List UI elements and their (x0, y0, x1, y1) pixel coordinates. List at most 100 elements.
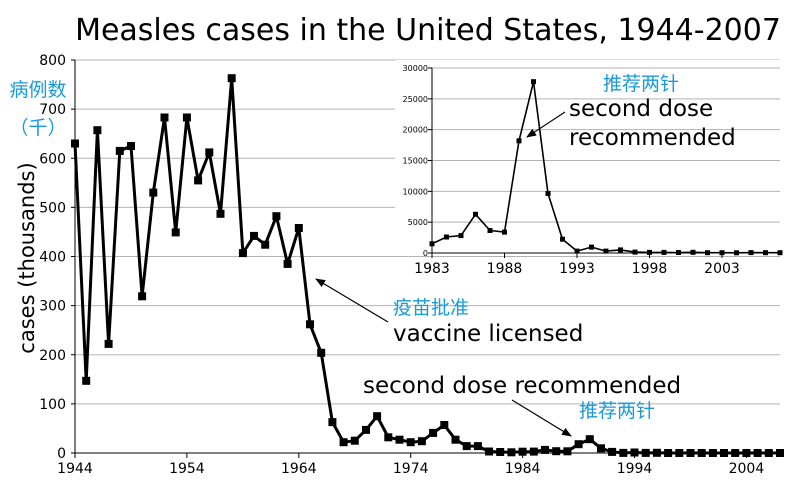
main-y-tick-label: 600 (39, 151, 66, 167)
inset-data-point (545, 191, 551, 196)
inset-x-tick-labels: 1983 1988 1993 1998 2003 (414, 261, 740, 277)
inset-y-tick-label: 10000 (403, 187, 428, 196)
inset-x-tick-label: 1988 (487, 261, 523, 277)
main-data-point (306, 320, 314, 329)
inset-annotation-cn: 推荐两针 (603, 73, 679, 95)
inset-annotation-line1: second dose (569, 96, 713, 122)
main-data-point (149, 188, 158, 197)
inset-data-point (690, 249, 696, 255)
main-data-point (496, 448, 505, 456)
inset-data-point (531, 79, 536, 85)
main-data-point (194, 176, 203, 185)
main-y-tick-label: 100 (39, 397, 66, 413)
second-dose-annotation: second dose recommended (363, 373, 681, 399)
main-data-point (205, 148, 214, 157)
main-data-point (406, 438, 415, 447)
inset-data-point (777, 250, 783, 256)
main-data-point (272, 212, 281, 221)
main-data-point (742, 449, 751, 457)
inset-y-tick-label: 25000 (403, 95, 428, 104)
main-data-point (507, 448, 516, 457)
inset-data-point (502, 229, 507, 235)
main-y-tick-label: 700 (39, 102, 66, 118)
main-data-point (384, 433, 393, 442)
inset-data-point (705, 250, 710, 256)
main-x-tick-label: 2004 (729, 461, 765, 477)
main-x-tick-label: 1944 (57, 461, 93, 477)
main-data-point (529, 447, 538, 456)
main-data-point (451, 435, 460, 444)
y-axis-unit-cn: （千） (9, 117, 66, 139)
inset-x-tick-label: 1983 (414, 261, 450, 277)
main-y-tick-labels: 0 100 200 300 400 500 600 700 800 (39, 53, 66, 462)
main-data-point (294, 224, 303, 232)
main-data-point (373, 412, 382, 421)
main-data-point (182, 113, 191, 122)
main-data-point (440, 421, 449, 429)
inset-data-point (444, 234, 449, 240)
main-data-point (227, 74, 236, 83)
main-data-point (362, 425, 370, 434)
main-x-tick-label: 1964 (281, 461, 317, 477)
main-y-tick-label: 300 (39, 299, 66, 315)
inset-data-point (618, 247, 623, 253)
main-data-point (574, 440, 583, 449)
inset-data-point (734, 250, 739, 256)
main-data-point (328, 418, 337, 427)
main-data-point (552, 447, 561, 456)
inset-y-tick-label: 30000 (403, 64, 428, 73)
main-data-point (563, 447, 572, 456)
main-data-point (619, 448, 628, 457)
inset-y-tick-labels: 0 5000 10000 15000 20000 25000 30000 (403, 64, 428, 258)
inset-annotation-line2: recommended (569, 125, 736, 151)
main-x-tick-label: 1994 (617, 461, 653, 477)
main-data-point (171, 228, 180, 237)
main-data-point (518, 447, 527, 456)
main-data-point (127, 142, 135, 150)
main-data-point (317, 348, 326, 357)
main-data-point (462, 442, 471, 451)
inset-y-tick-label: 20000 (403, 126, 428, 135)
main-data-point (541, 445, 549, 454)
second-dose-arrow (511, 399, 572, 437)
main-data-point (686, 449, 695, 457)
inset-series (429, 79, 783, 256)
inset-data-point (589, 244, 594, 250)
main-data-point (71, 139, 79, 148)
inset-x-tick-label: 2003 (704, 261, 740, 277)
main-data-point (115, 146, 124, 155)
main-data-point (720, 449, 728, 457)
main-data-point (764, 449, 773, 457)
main-data-point (585, 435, 594, 444)
inset-data-point (763, 250, 768, 256)
main-series (71, 74, 784, 457)
main-data-point (93, 126, 102, 135)
inset-data-point (429, 241, 435, 247)
inset-data-point (487, 228, 493, 233)
main-data-point (238, 249, 247, 258)
second-dose-annotation-cn: 推荐两针 (579, 400, 655, 422)
vaccine-arrow (315, 278, 389, 323)
y-axis-label: cases (thousands) (15, 162, 39, 353)
main-data-point (641, 448, 650, 457)
main-data-point (675, 449, 684, 457)
main-data-point (138, 292, 147, 301)
main-data-point (250, 231, 258, 240)
inset-arrow (526, 111, 566, 138)
main-data-point (597, 444, 605, 453)
main-data-point (652, 448, 661, 457)
main-data-point (473, 442, 482, 451)
inset-data-point (560, 236, 565, 242)
inset-gridlines (432, 67, 780, 223)
main-data-point (697, 449, 706, 457)
main-y-tick-label: 500 (39, 200, 66, 216)
inset-data-point (473, 211, 478, 217)
main-y-tick-label: 400 (39, 250, 66, 266)
inset-data-point (458, 233, 464, 239)
inset-y-tick-label: 5000 (408, 218, 428, 227)
inset-data-point (661, 249, 667, 255)
vaccine-annotation-cn: 疫苗批准 (393, 297, 469, 319)
main-data-point (160, 113, 169, 122)
main-data-point (776, 449, 784, 457)
